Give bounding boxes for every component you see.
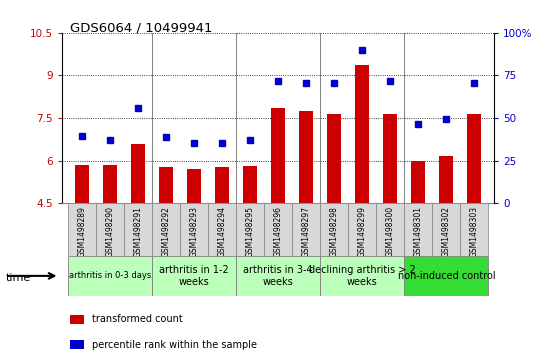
Bar xyxy=(215,167,229,203)
Bar xyxy=(355,65,369,203)
Text: GSM1498301: GSM1498301 xyxy=(414,206,423,257)
Bar xyxy=(152,256,236,296)
Text: GSM1498300: GSM1498300 xyxy=(386,206,395,257)
Bar xyxy=(75,165,89,203)
Bar xyxy=(187,169,201,203)
Bar xyxy=(103,166,117,203)
Text: arthritis in 1-2
weeks: arthritis in 1-2 weeks xyxy=(159,265,229,287)
Bar xyxy=(68,203,96,256)
Bar xyxy=(348,203,376,256)
Text: GSM1498290: GSM1498290 xyxy=(105,206,114,257)
Text: percentile rank within the sample: percentile rank within the sample xyxy=(92,340,257,350)
Text: declining arthritis > 2
weeks: declining arthritis > 2 weeks xyxy=(309,265,416,287)
Text: GSM1498289: GSM1498289 xyxy=(77,206,86,257)
Bar xyxy=(180,203,208,256)
Bar xyxy=(299,111,313,203)
Text: non-induced control: non-induced control xyxy=(397,271,495,281)
Text: GDS6064 / 10499941: GDS6064 / 10499941 xyxy=(70,22,213,35)
Bar xyxy=(96,203,124,256)
Text: transformed count: transformed count xyxy=(92,314,183,325)
Bar xyxy=(131,144,145,203)
Bar xyxy=(327,114,341,203)
Bar xyxy=(236,256,320,296)
Bar xyxy=(433,203,461,256)
Bar xyxy=(292,203,320,256)
Text: arthritis in 0-3 days: arthritis in 0-3 days xyxy=(69,272,151,280)
Text: GSM1498297: GSM1498297 xyxy=(302,206,310,257)
Bar xyxy=(468,114,482,203)
Bar xyxy=(320,256,404,296)
Text: GSM1498298: GSM1498298 xyxy=(330,206,339,257)
Text: GSM1498303: GSM1498303 xyxy=(470,206,479,257)
Text: GSM1498293: GSM1498293 xyxy=(190,206,198,257)
Text: GSM1498296: GSM1498296 xyxy=(274,206,282,257)
Bar xyxy=(243,166,257,203)
Bar xyxy=(264,203,292,256)
Bar xyxy=(440,156,454,203)
Text: GSM1498295: GSM1498295 xyxy=(246,206,254,257)
Bar xyxy=(208,203,236,256)
Text: GSM1498294: GSM1498294 xyxy=(218,206,226,257)
Bar xyxy=(411,160,426,203)
Text: GSM1498302: GSM1498302 xyxy=(442,206,451,257)
Text: GSM1498299: GSM1498299 xyxy=(358,206,367,257)
Bar xyxy=(68,256,152,296)
Bar xyxy=(461,203,489,256)
Bar xyxy=(236,203,264,256)
Text: GSM1498292: GSM1498292 xyxy=(161,206,171,257)
Bar xyxy=(320,203,348,256)
Bar xyxy=(159,167,173,203)
Bar xyxy=(376,203,404,256)
Bar xyxy=(152,203,180,256)
Bar xyxy=(271,108,285,203)
Bar xyxy=(404,256,489,296)
Bar xyxy=(404,203,433,256)
Text: GSM1498291: GSM1498291 xyxy=(133,206,143,257)
Text: time: time xyxy=(5,273,31,283)
Bar xyxy=(124,203,152,256)
Bar xyxy=(383,114,397,203)
Text: arthritis in 3-4
weeks: arthritis in 3-4 weeks xyxy=(244,265,313,287)
